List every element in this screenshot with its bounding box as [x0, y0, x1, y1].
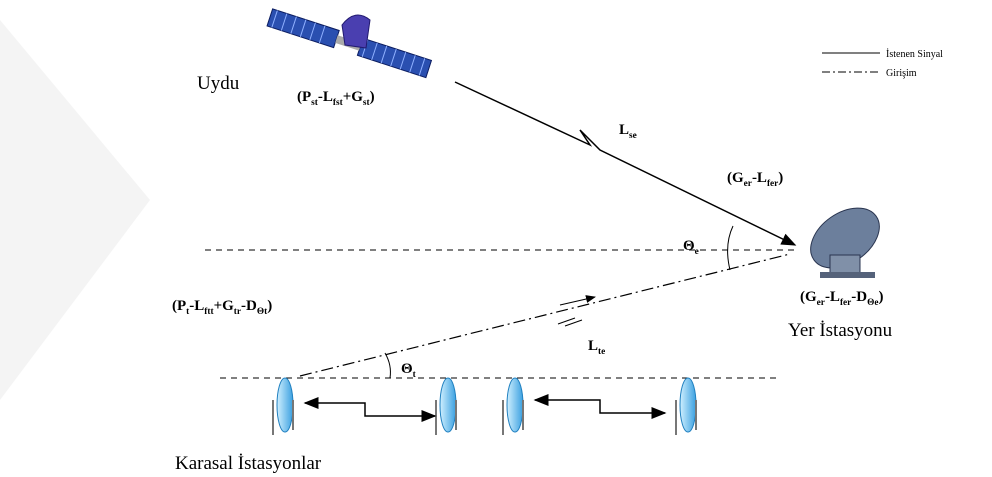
label-part: ) — [370, 89, 375, 105]
earth-interference-gain: (Ger-Lfer-DΘe) — [800, 289, 883, 308]
break-mark — [558, 318, 582, 326]
subscript: fer — [767, 179, 778, 189]
subscript: er — [817, 298, 825, 308]
label-part: -D — [241, 298, 257, 314]
satellite-eirp: (Pst-Lfst+Gst) — [297, 89, 375, 108]
subscript: er — [744, 179, 752, 189]
earth-station-label: Yer İstasyonu — [788, 320, 893, 341]
theta-e: Θe — [683, 238, 699, 257]
diagram: İstenen Sinyal Girişim Uydu (Pst-Lfst+Gs… — [0, 0, 992, 477]
interference-arrow — [560, 297, 595, 305]
label-part: ) — [878, 289, 883, 305]
label-part: +G — [214, 298, 235, 314]
subscript: t — [413, 370, 417, 380]
label-part: ) — [267, 298, 272, 314]
earth-gain: (Ger-Lfer) — [727, 170, 783, 189]
label-part: L — [588, 338, 598, 354]
terrestrial-eirp: (Pt-Lftt+Gtr-DΘt) — [172, 298, 272, 317]
label-part: (P — [297, 89, 311, 105]
terrestrial-dishes — [273, 378, 696, 435]
link-arrow — [535, 400, 665, 413]
subscript: te — [598, 347, 605, 357]
subscript: fer — [840, 298, 851, 308]
label-part: -L — [318, 89, 333, 105]
label-part: -L — [752, 170, 767, 186]
satellite-label: Uydu — [197, 73, 240, 94]
link-arrow — [305, 403, 435, 416]
label-part: -D — [851, 289, 867, 305]
label-part: Θ — [401, 361, 413, 377]
label-part: ) — [778, 170, 783, 186]
wanted-signal — [455, 82, 795, 245]
legend-interference: Girişim — [886, 68, 917, 79]
theta-t-arc — [385, 353, 390, 378]
theta-t: Θt — [401, 361, 417, 380]
label-part: Θ — [683, 238, 695, 254]
earth-station-icon — [800, 196, 891, 281]
theta-e-arc — [728, 226, 733, 270]
label-part: +G — [343, 89, 364, 105]
label-part: (G — [800, 289, 817, 305]
label-part: L — [619, 122, 629, 138]
label-part: (P — [172, 298, 186, 314]
path-loss-se: Lse — [619, 122, 637, 141]
subscript: se — [629, 131, 637, 141]
subscript: Θe — [867, 298, 878, 308]
satellite-icon — [267, 9, 431, 78]
subscript: e — [695, 247, 699, 257]
subscript: tr — [234, 307, 241, 317]
watermark — [0, 20, 150, 400]
label-part: -L — [825, 289, 840, 305]
legend-wanted: İstenen Sinyal — [886, 48, 943, 60]
path-loss-te: Lte — [588, 338, 605, 357]
label-part: -L — [189, 298, 204, 314]
terrestrial-stations-label: Karasal İstasyonlar — [175, 453, 322, 474]
label-part: (G — [727, 170, 744, 186]
interference-signal — [300, 254, 790, 376]
